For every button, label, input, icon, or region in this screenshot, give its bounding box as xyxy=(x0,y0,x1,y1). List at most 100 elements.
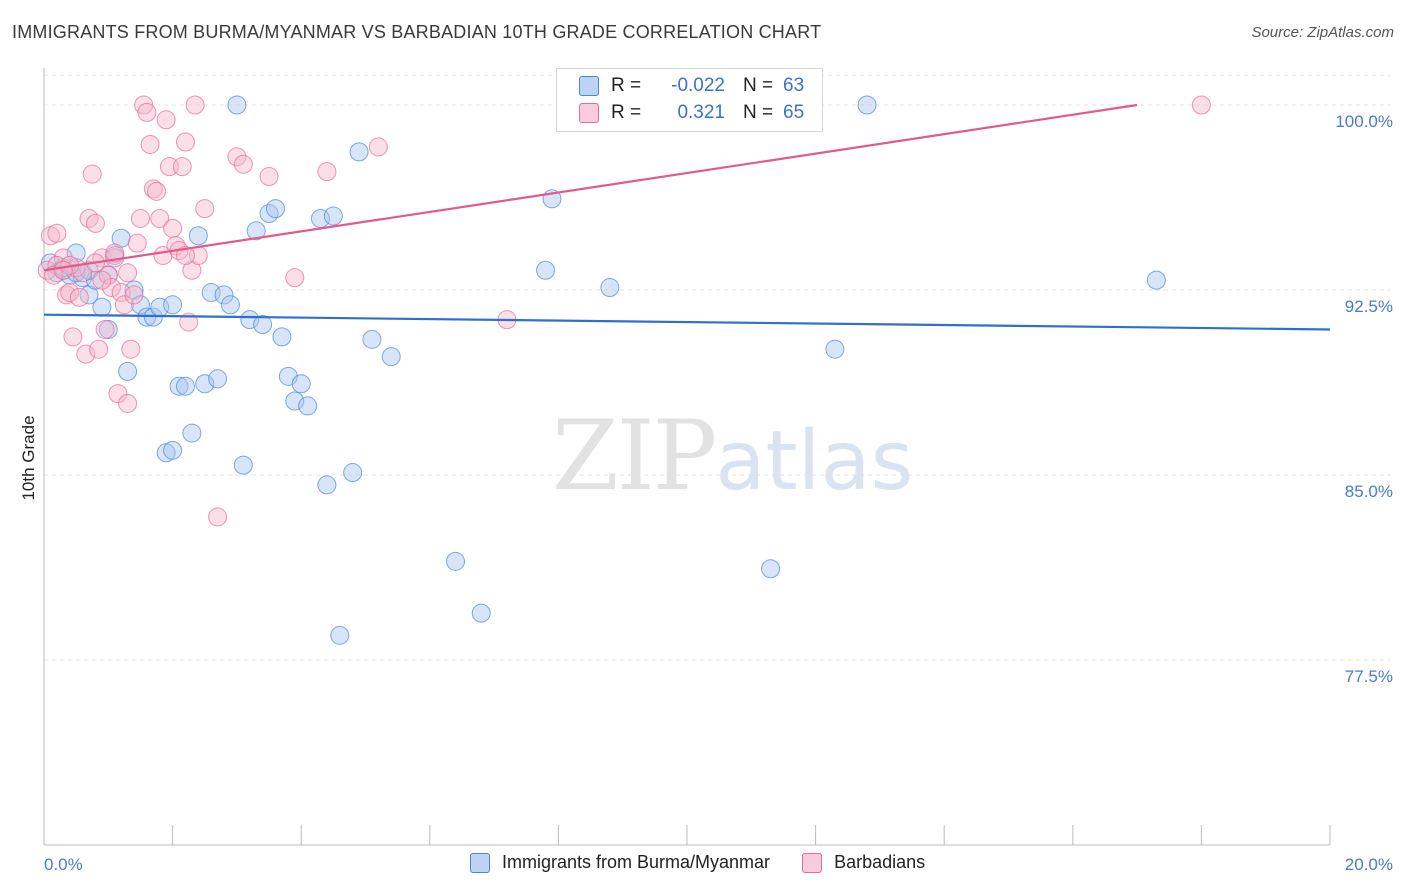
source-credit: Source: ZipAtlas.com xyxy=(1251,24,1394,41)
x-tick-label: 20.0% xyxy=(1345,855,1393,874)
burma-point xyxy=(130,295,150,315)
burma-point xyxy=(343,463,363,483)
barbadian-point xyxy=(179,312,199,332)
burma-point xyxy=(272,327,292,347)
burma-point xyxy=(246,221,266,241)
burma-point xyxy=(233,455,253,475)
barbadian-point xyxy=(95,319,115,339)
barbadian-point xyxy=(227,147,247,167)
legend-n-value: 65 xyxy=(783,102,805,123)
legend-row-pink: R = 0.321 N = 65 xyxy=(579,100,804,126)
burma-point xyxy=(143,307,163,327)
barbadian-point xyxy=(137,102,157,122)
watermark-atlas: atlas xyxy=(715,414,914,509)
legend-r-value: -0.022 xyxy=(671,75,725,96)
burma-trend-line xyxy=(43,313,1331,331)
burma-point xyxy=(446,551,466,571)
y-tick-label: 77.5% xyxy=(1345,667,1393,686)
burma-point xyxy=(163,295,183,315)
barbadian-point xyxy=(79,208,99,228)
legend-r-label: R = xyxy=(611,102,642,123)
barbadian-point xyxy=(82,164,102,184)
barbadian-point xyxy=(89,339,109,359)
barbadian-point xyxy=(47,223,67,243)
burma-point xyxy=(291,374,311,394)
burma-point xyxy=(227,95,247,115)
legend-r-label: R = xyxy=(611,75,642,96)
legend-n-label: N = xyxy=(743,75,774,96)
y-tick-label: 85.0% xyxy=(1345,482,1393,501)
barbadian-point xyxy=(92,270,112,290)
legend-item-burma[interactable]: Immigrants from Burma/Myanmar xyxy=(470,852,770,873)
burma-point xyxy=(240,310,260,330)
barbadian-point xyxy=(105,243,125,263)
burma-point xyxy=(349,142,369,162)
burma-point xyxy=(857,95,877,115)
barbadian-point xyxy=(63,327,83,347)
burma-point xyxy=(381,347,401,367)
series-legend: Immigrants from Burma/Myanmar Barbadians xyxy=(470,852,957,873)
burma-point xyxy=(137,307,157,327)
chart-title: IMMIGRANTS FROM BURMA/MYANMAR VS BARBADI… xyxy=(12,22,822,42)
barbadian-point xyxy=(208,507,228,527)
barbadian-point xyxy=(163,218,183,238)
legend-r-value: 0.321 xyxy=(677,102,725,123)
barbadian-point xyxy=(85,213,105,233)
barbadian-point xyxy=(143,179,163,199)
legend-n-label: N = xyxy=(743,102,774,123)
burma-point xyxy=(175,376,195,396)
blue-swatch-icon xyxy=(579,76,599,96)
barbadian-point xyxy=(233,154,253,174)
burma-point xyxy=(92,297,112,317)
barbadian-point xyxy=(118,393,138,413)
barbadian-point xyxy=(98,265,118,285)
correlation-legend: R = -0.022 N = 63 R = 0.321 N = 65 xyxy=(556,68,823,132)
burma-point xyxy=(169,376,189,396)
watermark-zip: ZIP xyxy=(552,400,717,512)
barbadian-point xyxy=(175,132,195,152)
barbadian-point xyxy=(259,167,279,187)
barbadian-point xyxy=(114,295,134,315)
burma-point xyxy=(118,361,138,381)
x-tick-label: 0.0% xyxy=(44,855,83,874)
burma-point xyxy=(208,369,228,389)
barbadian-point xyxy=(317,162,337,182)
barbadian-point xyxy=(285,268,305,288)
barbadian-point xyxy=(150,208,170,228)
burma-point xyxy=(220,295,240,315)
burma-point xyxy=(188,226,208,246)
burma-point xyxy=(471,603,491,623)
burma-point xyxy=(66,243,86,263)
barbadian-point xyxy=(127,233,147,253)
burma-point xyxy=(600,278,620,298)
y-tick-label: 100.0% xyxy=(1335,112,1393,131)
barbadian-point xyxy=(368,137,388,157)
legend-n-value: 63 xyxy=(783,75,805,96)
burma-point xyxy=(1146,270,1166,290)
legend-row-blue: R = -0.022 N = 63 xyxy=(579,73,804,99)
barbadian-point xyxy=(102,278,122,298)
barbadian-point xyxy=(44,265,64,285)
y-tick-label: 92.5% xyxy=(1345,297,1393,316)
barbadian-point xyxy=(108,384,128,404)
pink-swatch-icon xyxy=(579,103,599,123)
barbadian-point xyxy=(175,245,195,265)
burma-point xyxy=(182,423,202,443)
burma-point xyxy=(163,440,183,460)
barbadian-point xyxy=(140,134,160,154)
barbadian-point xyxy=(147,181,167,201)
burma-point xyxy=(536,260,556,280)
burma-point xyxy=(317,475,337,495)
barbadian-point xyxy=(121,339,141,359)
burma-point xyxy=(285,391,305,411)
burma-point xyxy=(298,396,318,416)
legend-label-barbadians: Barbadians xyxy=(834,852,926,872)
legend-item-barbadians[interactable]: Barbadians xyxy=(802,852,925,873)
barbadian-point xyxy=(69,287,89,307)
blue-square-icon xyxy=(470,852,490,873)
barbadian-point xyxy=(60,282,80,302)
burma-point xyxy=(259,204,279,224)
barbadian-point xyxy=(118,263,138,283)
burma-point xyxy=(265,199,285,219)
